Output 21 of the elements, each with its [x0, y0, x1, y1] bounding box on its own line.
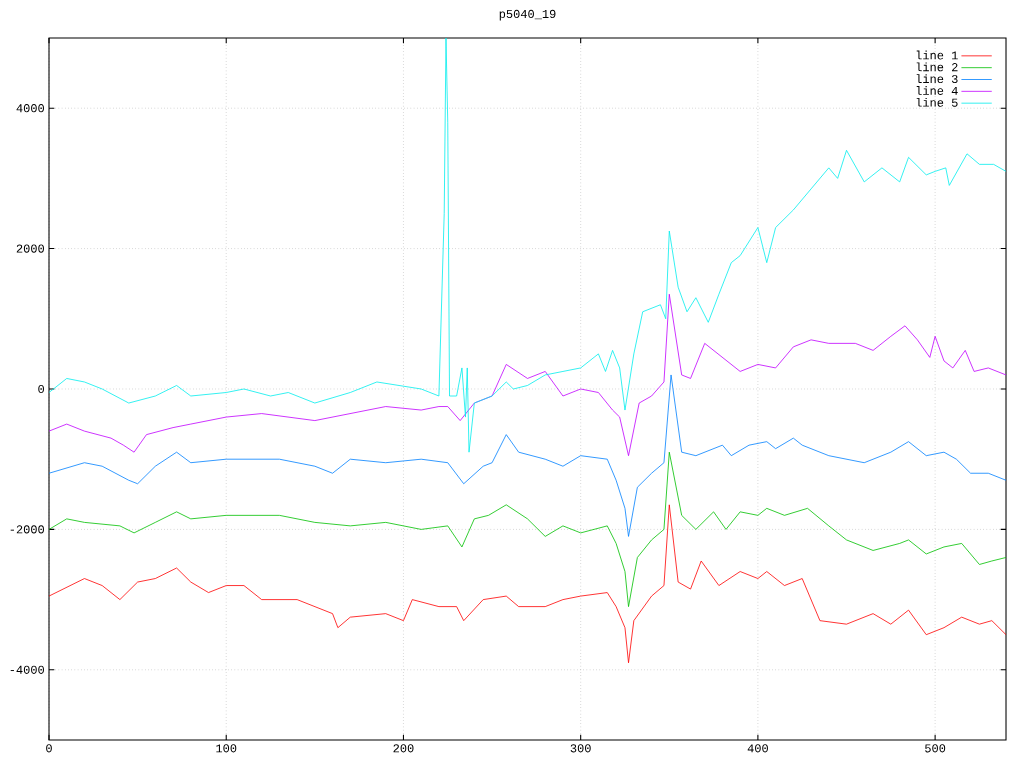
y-tick-label: 2000 [16, 244, 44, 253]
legend-label: line 2 [916, 62, 958, 72]
line-series [49, 37, 1007, 453]
y-tick-label: -4000 [10, 665, 44, 674]
x-tick-label: 500 [925, 744, 946, 753]
chart-title: p5040_19 [499, 9, 556, 21]
y-tick-label: -2000 [10, 525, 44, 534]
x-tick-label: 100 [216, 744, 237, 753]
legend-label: line 4 [916, 86, 958, 95]
y-tick-label: 4000 [16, 104, 44, 113]
x-tick-label: 400 [747, 744, 768, 753]
y-tick-label: 0 [38, 384, 44, 394]
legend-label: line 5 [916, 97, 958, 107]
x-tick-label: 200 [393, 744, 414, 753]
line-series [49, 451, 1007, 608]
line-series [49, 374, 1007, 537]
x-tick-label: 300 [570, 744, 591, 753]
legend-label: line 3 [916, 74, 958, 84]
line-series [49, 504, 1007, 664]
x-tick-label: 0 [46, 744, 52, 753]
legend-label: line 1 [916, 50, 958, 60]
